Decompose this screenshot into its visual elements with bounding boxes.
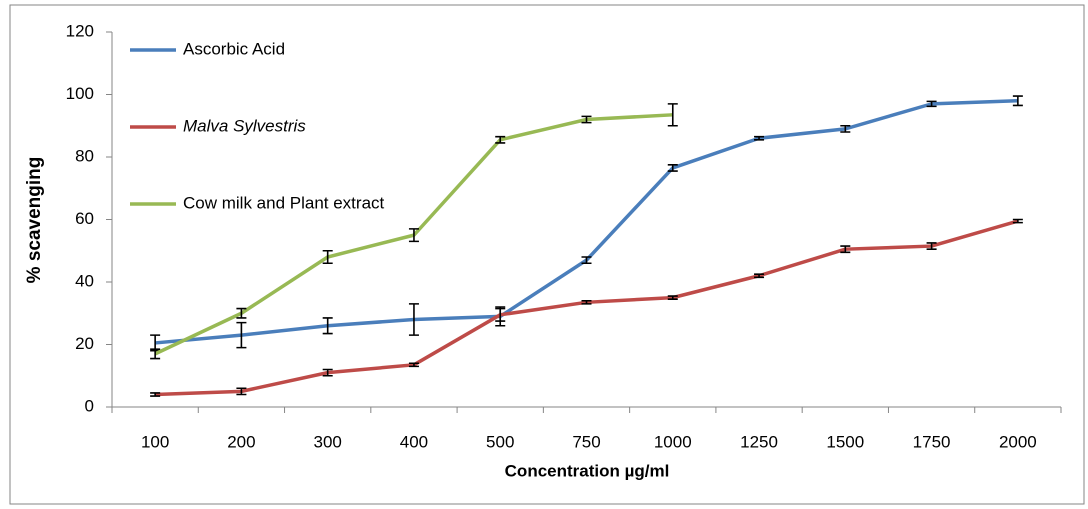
error-bar (1012, 95, 1023, 107)
x-tick-label: 2000 (999, 432, 1037, 451)
chart-frame (9, 4, 1085, 505)
x-tick-label: 200 (227, 432, 255, 451)
error-bar (236, 307, 247, 319)
y-tick-label: 60 (75, 209, 94, 228)
error-bar (150, 348, 161, 360)
error-bar (408, 303, 419, 336)
x-tick-label: 400 (400, 432, 428, 451)
y-axis-label: % scavenging (24, 157, 45, 284)
y-tick-label: 20 (75, 334, 94, 353)
error-bar (667, 103, 678, 127)
legend-label: Ascorbic Acid (183, 39, 285, 58)
x-tick-label: 1250 (740, 432, 778, 451)
error-bar (322, 317, 333, 335)
error-bar (667, 295, 678, 300)
x-tick-label: 750 (572, 432, 600, 451)
error-bar (754, 135, 765, 141)
legend-label: Malva Sylvestris (183, 116, 306, 135)
error-bar (667, 164, 678, 172)
error-bar (840, 245, 851, 254)
error-bar (236, 387, 247, 396)
y-tick-label: 40 (75, 271, 94, 290)
error-bar (322, 249, 333, 265)
error-bar (495, 307, 506, 322)
error-bar (840, 124, 851, 133)
x-tick-label: 300 (313, 432, 341, 451)
error-bar (150, 392, 161, 397)
error-bar (581, 256, 592, 265)
error-bar (408, 362, 419, 368)
error-bar (322, 368, 333, 377)
error-bar (581, 299, 592, 305)
error-bar (754, 273, 765, 279)
error-bar (408, 228, 419, 243)
x-axis-label: Concentration µg/ml (505, 461, 670, 480)
x-tick-label: 100 (141, 432, 169, 451)
y-tick-label: 80 (75, 146, 94, 165)
error-bar (926, 100, 937, 108)
y-tick-label: 0 (85, 396, 94, 415)
y-tick-label: 100 (66, 84, 94, 103)
error-bar (236, 321, 247, 349)
error-bar (926, 242, 937, 250)
x-tick-label: 1000 (654, 432, 692, 451)
legend-label: Cow milk and Plant extract (183, 193, 385, 212)
x-tick-label: 1750 (913, 432, 951, 451)
x-tick-label: 1500 (826, 432, 864, 451)
y-tick-label: 120 (66, 21, 94, 40)
error-bar (581, 115, 592, 124)
x-tick-label: 500 (486, 432, 514, 451)
error-bar (495, 135, 506, 144)
error-bar (1012, 218, 1023, 224)
